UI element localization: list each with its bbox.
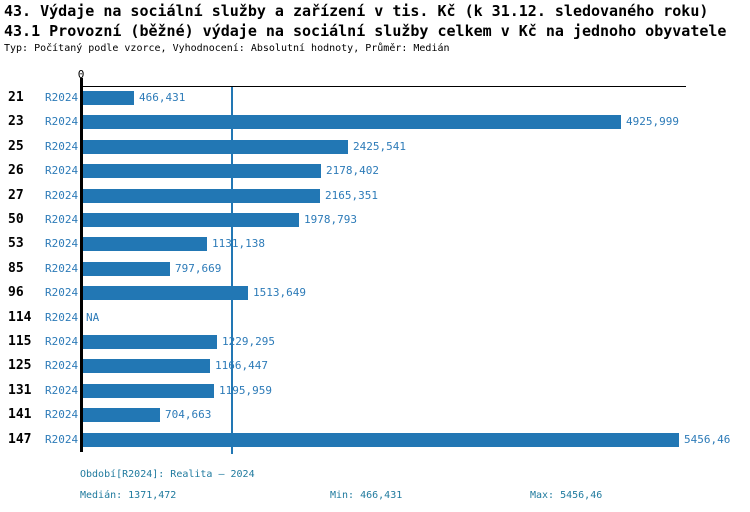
chart-row: 114 R2024 NA bbox=[0, 306, 750, 330]
bar[interactable] bbox=[83, 237, 207, 252]
bar-value-label: 2425,541 bbox=[353, 139, 406, 153]
chart-row: 85 R2024 797,669 bbox=[0, 257, 750, 281]
row-series-label: R2024 bbox=[45, 237, 79, 251]
bar-value-label: 1229,295 bbox=[222, 335, 275, 348]
row-series-label: R2024 bbox=[45, 115, 79, 129]
median-line bbox=[231, 87, 233, 454]
footer-period: Období[R2024]: Realita – 2024 bbox=[80, 469, 255, 480]
bar-value-label: 2178,402 bbox=[326, 164, 379, 178]
row-category-label: 26 bbox=[8, 163, 24, 179]
y-axis-line bbox=[80, 78, 83, 452]
row-series-label: R2024 bbox=[45, 188, 79, 202]
bar[interactable] bbox=[83, 164, 321, 179]
row-series-label: R2024 bbox=[45, 432, 79, 446]
chart-row: 26 R2024 2178,402 bbox=[0, 159, 750, 183]
bar[interactable] bbox=[83, 432, 679, 447]
bar[interactable] bbox=[83, 408, 160, 423]
bar[interactable] bbox=[83, 286, 248, 301]
row-series-label: R2024 bbox=[45, 408, 79, 422]
row-category-label: 25 bbox=[8, 138, 24, 154]
bar[interactable] bbox=[83, 139, 348, 154]
footer-median: Medián: 1371,472 bbox=[80, 490, 177, 501]
row-series-label: R2024 bbox=[45, 359, 79, 373]
bar[interactable] bbox=[83, 359, 210, 374]
bar-chart-rows: 21 R2024 466,431 23 R2024 4925,999 25 R2024 2425… bbox=[0, 86, 750, 452]
chart-row: 96 R2024 1513,649 bbox=[0, 281, 750, 305]
bar[interactable] bbox=[83, 188, 320, 203]
bar[interactable] bbox=[83, 91, 134, 105]
chart-row: 141 R2024 704,663 bbox=[0, 403, 750, 427]
row-series-label: R2024 bbox=[45, 91, 79, 104]
chart-subtitle: Typ: Počítaný podle vzorce, Vyhodnocení:… bbox=[4, 43, 450, 54]
bar[interactable] bbox=[83, 213, 299, 227]
bar[interactable] bbox=[83, 383, 214, 398]
chart-row: 21 R2024 466,431 bbox=[0, 86, 750, 110]
row-category-label: 23 bbox=[8, 114, 24, 130]
chart-row: 131 R2024 1195,959 bbox=[0, 379, 750, 403]
bar-value-label: 1978,793 bbox=[304, 213, 357, 226]
chart-row: 27 R2024 2165,351 bbox=[0, 184, 750, 208]
chart-row: 53 R2024 1131,138 bbox=[0, 232, 750, 256]
row-category-label: 147 bbox=[8, 431, 32, 447]
chart-title-line2: 43.1 Provozní (běžné) výdaje na sociální… bbox=[4, 22, 727, 40]
row-series-label: R2024 bbox=[45, 286, 79, 300]
bar-value-label: 4925,999 bbox=[626, 115, 679, 129]
row-series-label: R2024 bbox=[45, 310, 79, 324]
x-axis-zero-label: 0 bbox=[77, 68, 85, 81]
row-category-label: 96 bbox=[8, 285, 24, 301]
bar-value-label: 1195,959 bbox=[219, 383, 272, 397]
bar-value-label: 2165,351 bbox=[325, 188, 378, 202]
row-category-label: 125 bbox=[8, 358, 32, 374]
bar[interactable] bbox=[83, 261, 170, 276]
row-category-label: 131 bbox=[8, 382, 32, 398]
bar-value-label: 704,663 bbox=[165, 408, 212, 422]
bar-value-label: 1166,447 bbox=[215, 359, 268, 373]
chart-row: 25 R2024 2425,541 bbox=[0, 135, 750, 159]
footer-min: Min: 466,431 bbox=[330, 490, 403, 501]
row-series-label: R2024 bbox=[45, 213, 79, 226]
row-category-label: 114 bbox=[8, 309, 32, 325]
bar[interactable] bbox=[83, 335, 217, 349]
row-category-label: 141 bbox=[8, 407, 32, 423]
chart-row: 147 R2024 5456,46 bbox=[0, 428, 750, 452]
row-series-label: R2024 bbox=[45, 261, 79, 275]
footer-max: Max: 5456,46 bbox=[530, 490, 603, 501]
row-category-label: 53 bbox=[8, 236, 24, 252]
chart-row: 115 R2024 1229,295 bbox=[0, 330, 750, 354]
chart-row: 50 R2024 1978,793 bbox=[0, 208, 750, 232]
row-series-label: R2024 bbox=[45, 335, 79, 348]
bar-value-label: NA bbox=[86, 310, 100, 324]
row-series-label: R2024 bbox=[45, 383, 79, 397]
row-category-label: 27 bbox=[8, 187, 24, 203]
bar-value-label: 1131,138 bbox=[212, 237, 265, 251]
row-series-label: R2024 bbox=[45, 139, 79, 153]
chart-row: 125 R2024 1166,447 bbox=[0, 354, 750, 378]
bar-value-label: 1513,649 bbox=[253, 286, 306, 300]
x-axis-line bbox=[82, 86, 686, 87]
row-series-label: R2024 bbox=[45, 164, 79, 178]
row-category-label: 21 bbox=[8, 90, 24, 105]
chart-title-line1: 43. Výdaje na sociální služby a zařízení… bbox=[4, 2, 709, 20]
chart-row: 23 R2024 4925,999 bbox=[0, 110, 750, 134]
row-category-label: 85 bbox=[8, 260, 24, 276]
bar-value-label: 797,669 bbox=[175, 261, 222, 275]
row-category-label: 50 bbox=[8, 212, 24, 227]
row-category-label: 115 bbox=[8, 334, 32, 349]
bar-value-label: 466,431 bbox=[139, 91, 186, 104]
bar[interactable] bbox=[83, 115, 621, 130]
bar-value-label: 5456,46 bbox=[684, 432, 731, 446]
